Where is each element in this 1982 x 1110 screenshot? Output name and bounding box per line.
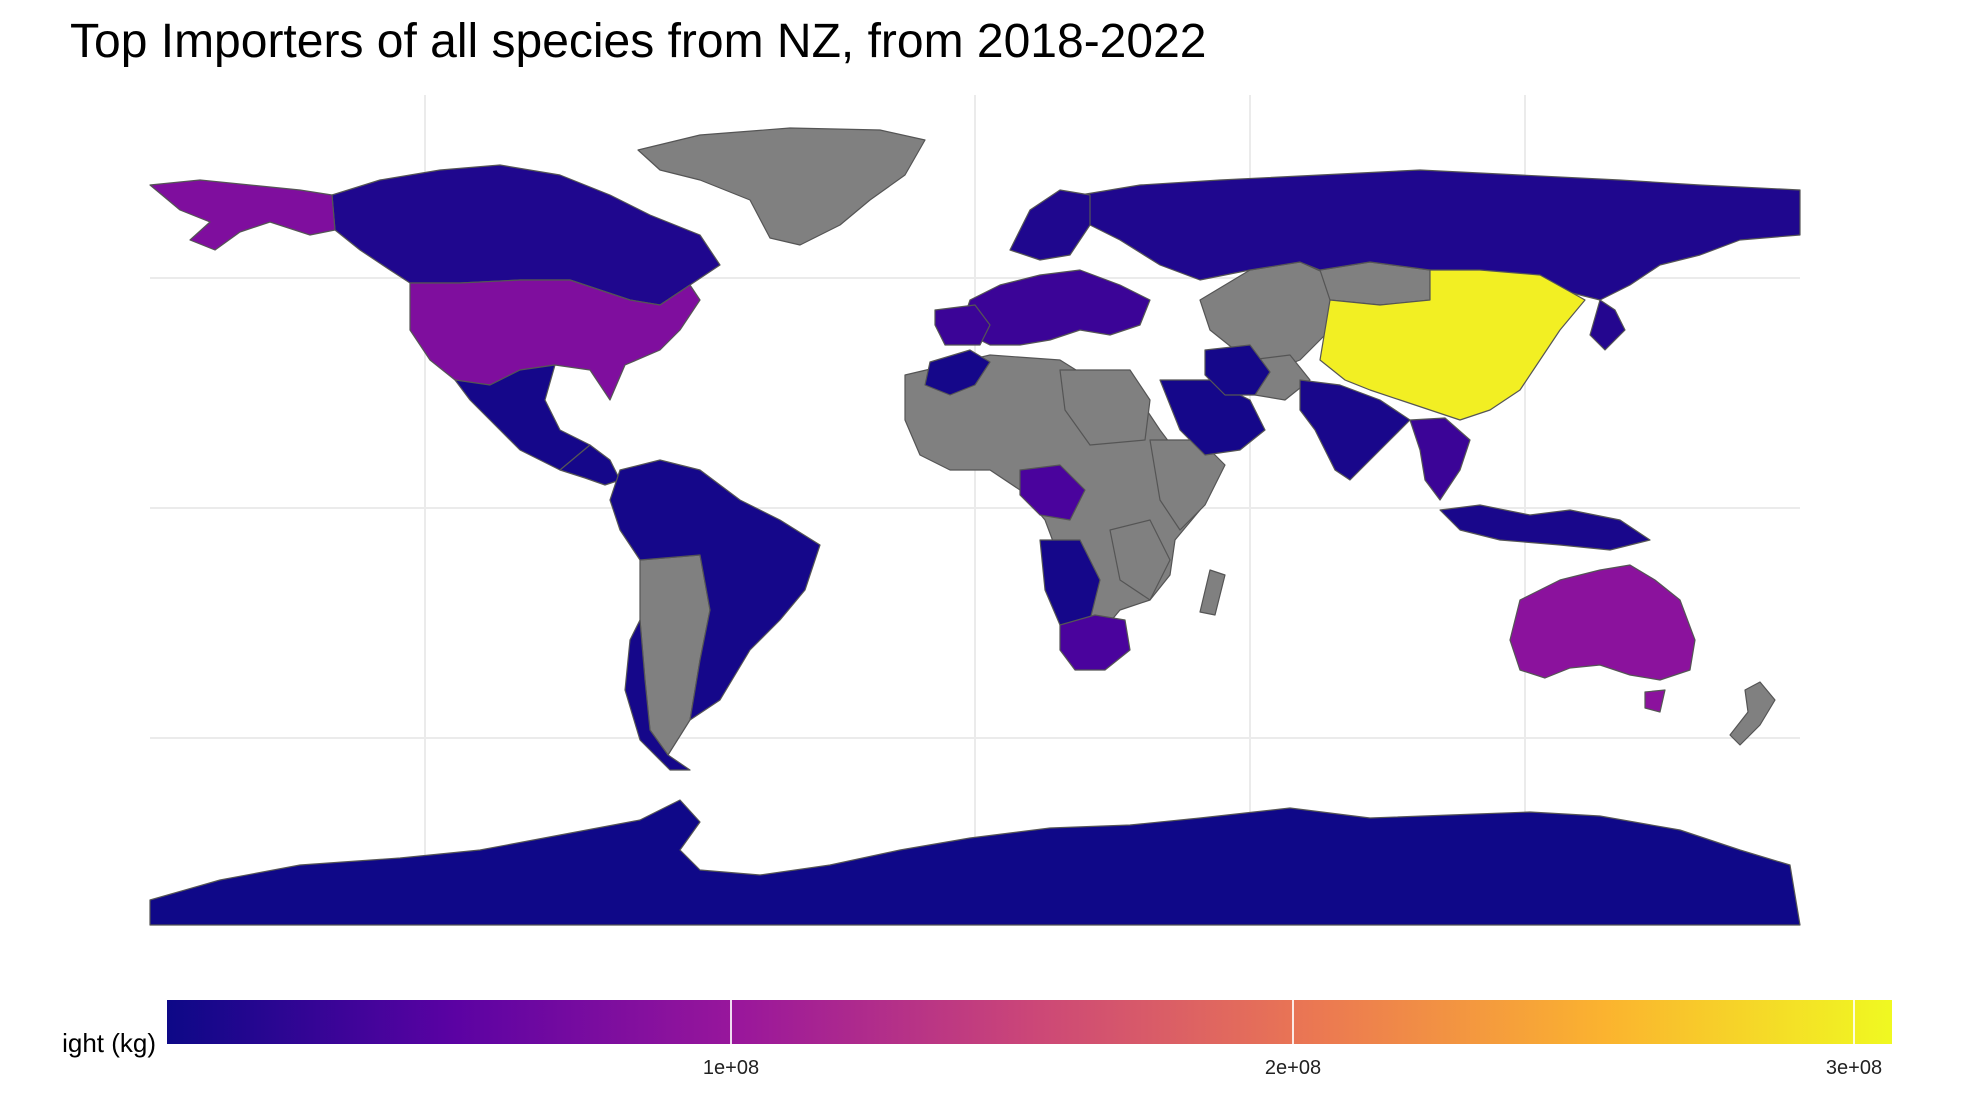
region-greenland <box>637 127 926 246</box>
region-southeast-asia <box>1409 417 1471 501</box>
countries-layer <box>149 127 1801 926</box>
region-alaska <box>149 179 336 251</box>
legend-tick-mark-1 <box>730 1000 732 1044</box>
region-europe <box>959 269 1151 346</box>
region-south-africa <box>1059 614 1131 671</box>
region-iran <box>1204 344 1271 396</box>
region-east-africa <box>1109 519 1171 601</box>
region-australia <box>1509 564 1696 681</box>
legend-colorbar <box>167 1000 1892 1044</box>
map-title: Top Importers of all species from NZ, fr… <box>70 15 1207 68</box>
region-argentina-chile <box>624 619 691 771</box>
region-scandinavia <box>1009 189 1091 261</box>
region-indonesia <box>1439 504 1651 551</box>
legend-tick-mark-2 <box>1292 1000 1294 1044</box>
region-south-america-interior <box>639 554 711 756</box>
region-south-america <box>609 459 821 721</box>
region-north-africa-coast <box>924 349 991 396</box>
region-india <box>1299 379 1411 481</box>
region-russia <box>1079 169 1801 301</box>
region-antarctica <box>149 799 1801 926</box>
region-china <box>1319 269 1586 421</box>
region-japan <box>1589 299 1626 351</box>
legend-tick-label-3: 3e+08 <box>1825 1057 1883 1079</box>
region-mexico <box>454 364 591 471</box>
region-mongolia <box>1319 261 1431 306</box>
region-west-africa <box>1019 464 1086 521</box>
region-tasmania <box>1644 689 1666 713</box>
legend-tick-label-2: 2e+08 <box>1264 1057 1322 1079</box>
region-iberia <box>934 304 991 346</box>
legend-tick-mark-3 <box>1853 1000 1855 1044</box>
region-madagascar <box>1199 569 1226 616</box>
legend-tick-label-1: 1e+08 <box>702 1057 760 1079</box>
region-new-zealand <box>1729 681 1776 746</box>
legend-title: ight (kg) <box>62 1028 156 1058</box>
region-sudan-egypt <box>1059 369 1151 446</box>
